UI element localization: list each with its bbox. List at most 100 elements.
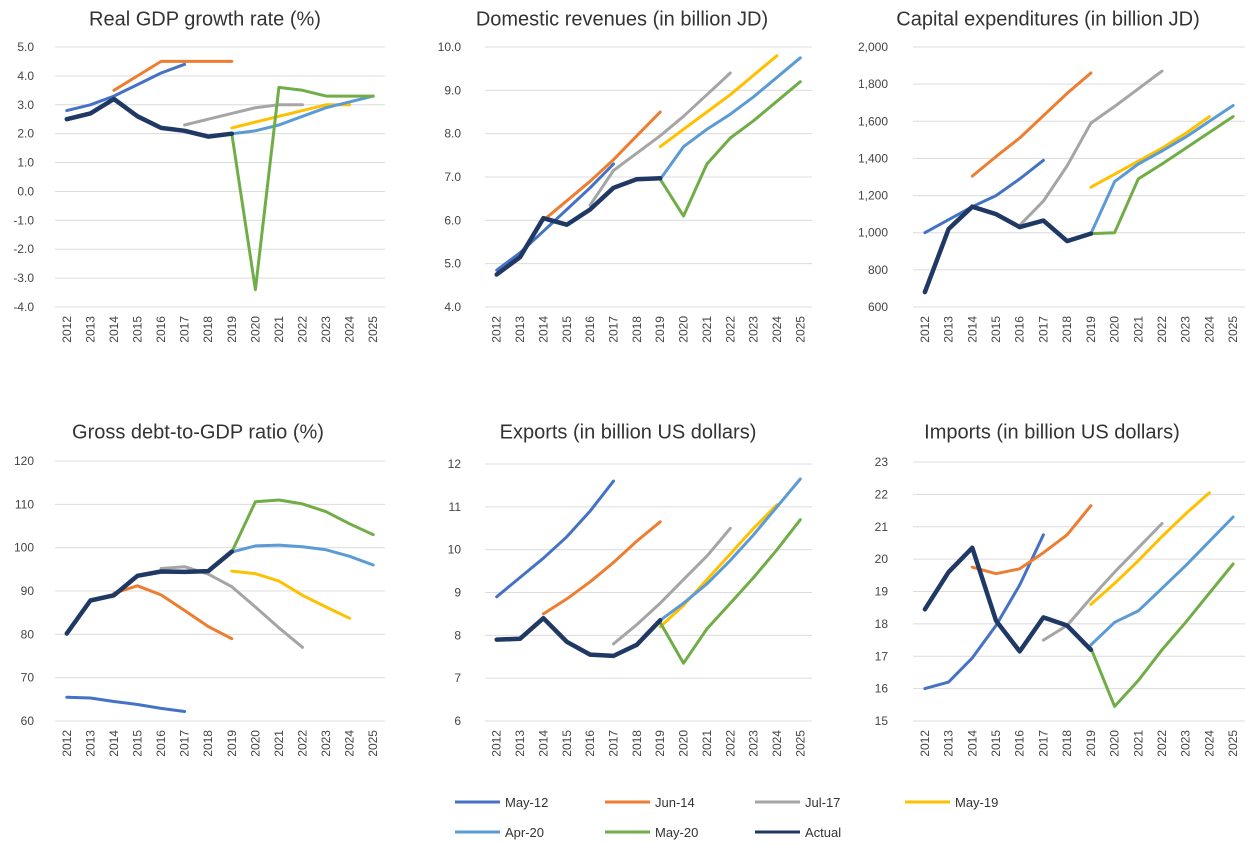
x-tick-label: 2016: [154, 730, 168, 757]
x-tick-label: 2015: [560, 730, 574, 757]
x-tick-label: 2012: [60, 316, 74, 343]
x-tick-label: 2023: [747, 316, 761, 343]
series-line-may-19: [658, 503, 779, 629]
chart-4-gross-debt-to-gdp-ratio: Gross debt-to-GDP ratio (%) 120 110 100 90 80…: [14, 421, 385, 757]
series-line-jul-17: [1041, 522, 1164, 642]
x-tick-label: 2025: [366, 316, 380, 343]
y-tick-label: 70: [21, 671, 35, 685]
y-tick-label: 17: [875, 649, 889, 663]
y-tick-label: 600: [868, 300, 888, 314]
series-line-may-12: [923, 158, 1045, 235]
x-tick-label: 2016: [583, 316, 597, 343]
x-tick-label: 2018: [1060, 730, 1074, 757]
x-tick-label: 2014: [536, 730, 550, 757]
series-line-actual: [922, 545, 1094, 654]
y-tick-label: 0.0: [17, 184, 34, 198]
x-tick-label: 2017: [1036, 730, 1050, 757]
x-tick-label: 2013: [942, 730, 956, 757]
x-tick-label: 2017: [606, 316, 620, 343]
legend: May-12 Jun-14 Jul-17 May-19 Apr-20 May-20 Actu…: [455, 795, 998, 840]
x-tick-label: 2016: [1013, 730, 1027, 757]
y-tick-label: 22: [875, 487, 889, 501]
y-tick-label: 10.0: [438, 40, 462, 54]
y-tick-label: 9.0: [444, 83, 461, 97]
x-tick-label: 2023: [1179, 730, 1193, 757]
x-tick-label: 2024: [1202, 316, 1216, 343]
series-line-jul-17: [183, 103, 304, 127]
y-tick-label: 1.0: [17, 156, 34, 170]
series-line-jun-14: [112, 59, 234, 92]
y-tick-label: 5.0: [444, 257, 461, 271]
x-tick-label: 2012: [60, 730, 74, 757]
legend-item-may-12: May-12: [455, 795, 548, 810]
series-line-actual: [64, 96, 235, 139]
y-tick-label: 18: [875, 617, 889, 631]
y-tick-label: 110: [15, 497, 34, 511]
x-tick-label: 2014: [965, 730, 979, 757]
series-line-may-20: [658, 518, 802, 665]
series-line-may-12: [65, 695, 187, 713]
chart-title: Real GDP growth rate (%): [89, 8, 321, 30]
chart-title: Gross debt-to-GDP ratio (%): [72, 421, 324, 443]
x-tick-label: 2017: [606, 730, 620, 757]
y-tick-label: -3.0: [13, 271, 34, 285]
y-tick-label: 6.0: [444, 213, 461, 227]
y-tick-label: -1.0: [13, 213, 34, 227]
series-line-actual: [64, 549, 235, 636]
y-tick-label: 1,200: [858, 189, 888, 203]
chart-5-exports-in-billion-us-dollars: Exports (in billion US dollars) 12 11 10 9 8 7…: [448, 421, 812, 757]
legend-item-jul-17: Jul-17: [755, 795, 840, 810]
y-tick-label: 1,000: [858, 226, 888, 240]
chart-3-capital-expenditures-in-billion-jd: Capital expenditures (in billion JD) 2,00…: [858, 8, 1245, 343]
x-tick-label: 2022: [296, 316, 310, 343]
x-tick-label: 2022: [723, 730, 737, 757]
x-tick-label: 2021: [700, 316, 714, 343]
x-tick-label: 2025: [793, 316, 807, 343]
x-tick-label: 2016: [583, 730, 597, 757]
series-line-jun-14: [112, 584, 234, 641]
y-tick-label: 15: [875, 714, 889, 728]
y-tick-label: 80: [21, 627, 35, 641]
legend-item-apr-20: Apr-20: [455, 825, 544, 840]
x-tick-label: 2013: [513, 730, 527, 757]
x-tick-label: 2024: [770, 316, 784, 343]
x-tick-label: 2020: [677, 316, 691, 343]
x-tick-label: 2024: [343, 730, 357, 757]
x-tick-label: 2023: [1179, 316, 1193, 343]
y-tick-label: 8: [454, 628, 461, 642]
series-line-jul-17: [612, 526, 732, 646]
chart-title: Domestic revenues (in billion JD): [476, 8, 768, 30]
y-tick-label: 11: [449, 500, 462, 514]
legend-item-may-19: May-19: [905, 795, 998, 810]
x-tick-label: 2017: [178, 316, 192, 343]
y-tick-label: 7.0: [444, 170, 461, 184]
series-line-may-20: [230, 498, 375, 554]
x-tick-label: 2023: [747, 730, 761, 757]
series-line-jun-14: [970, 71, 1093, 178]
series-line-apr-20: [1089, 515, 1235, 647]
y-tick-label: 21: [875, 520, 889, 534]
y-tick-label: 9: [454, 586, 461, 600]
series-line-actual: [494, 615, 663, 659]
series-line-jul-17: [159, 565, 304, 649]
x-tick-label: 2020: [677, 730, 691, 757]
y-tick-label: 2,000: [858, 40, 888, 54]
legend-item-jun-14: Jun-14: [605, 795, 695, 810]
x-tick-label: 2025: [366, 730, 380, 757]
x-tick-label: 2020: [1108, 730, 1122, 757]
y-tick-label: 23: [875, 455, 889, 469]
x-tick-label: 2015: [989, 730, 1003, 757]
y-tick-label: 4.0: [444, 300, 461, 314]
x-tick-label: 2012: [490, 730, 504, 757]
x-tick-label: 2025: [1226, 316, 1240, 343]
series-line-apr-20: [230, 94, 375, 136]
x-tick-label: 2021: [1131, 730, 1145, 757]
x-tick-label: 2020: [248, 730, 262, 757]
x-tick-label: 2019: [1084, 316, 1098, 343]
legend-label: May-20: [655, 825, 698, 840]
series-line-apr-20: [1089, 104, 1235, 236]
y-tick-label: 1,800: [858, 77, 888, 91]
x-tick-label: 2019: [225, 316, 239, 343]
legend-label: Apr-20: [505, 825, 544, 840]
